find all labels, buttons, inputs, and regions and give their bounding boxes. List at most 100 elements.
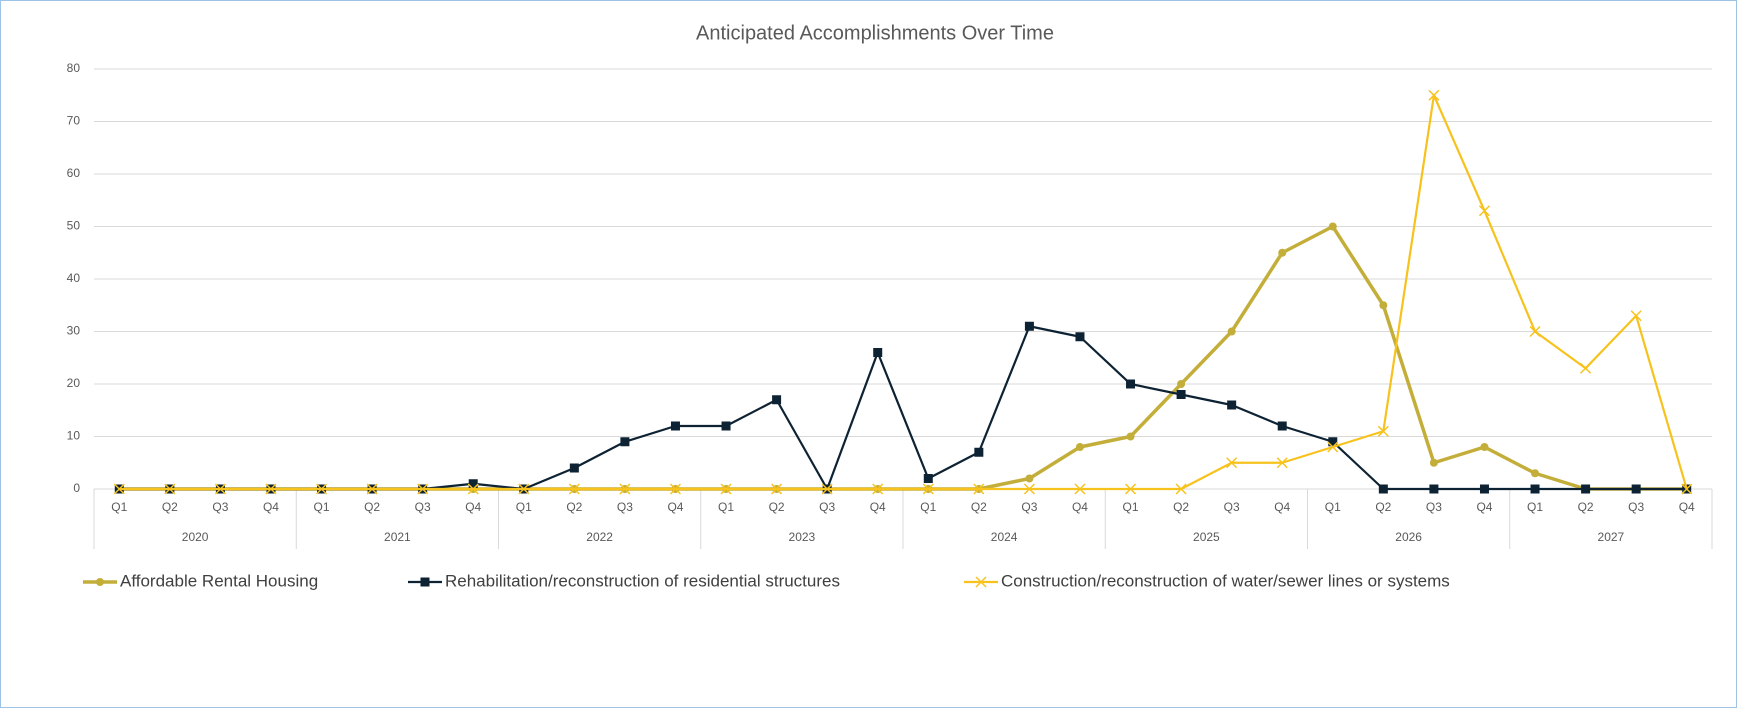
data-point (1631, 484, 1641, 494)
data-point (1428, 89, 1440, 101)
data-point (1479, 484, 1489, 494)
x-tick-label: Q4 (667, 500, 683, 514)
x-tick-label: Q2 (566, 500, 582, 514)
legend-item: Affordable Rental Housing (83, 571, 318, 590)
x-tick-label: Q3 (617, 500, 633, 514)
data-point (569, 463, 579, 473)
data-point (417, 483, 429, 495)
series (113, 89, 1693, 495)
legend-label: Rehabilitation/reconstruction of residen… (445, 571, 840, 590)
data-point (821, 483, 833, 495)
legend-marker (975, 576, 987, 588)
data-point (1328, 437, 1338, 447)
data-point (872, 483, 884, 495)
data-point (366, 483, 378, 495)
data-point (518, 483, 530, 495)
data-point (1075, 332, 1085, 342)
legend-item: Rehabilitation/reconstruction of residen… (408, 571, 840, 590)
chart-title: Anticipated Accomplishments Over Time (696, 22, 1054, 44)
x-tick-label: Q4 (1274, 500, 1290, 514)
data-point (1175, 483, 1187, 495)
data-point (619, 483, 631, 495)
y-tick-label: 0 (73, 481, 80, 495)
x-tick-label: Q4 (263, 500, 279, 514)
x-tick-label: Q2 (364, 500, 380, 514)
x-tick-label: Q2 (971, 500, 987, 514)
data-point (1278, 248, 1287, 257)
data-point (873, 348, 883, 357)
legend-marker (420, 577, 430, 587)
data-point (1124, 483, 1137, 495)
y-tick-label: 20 (67, 376, 81, 390)
data-point (1580, 362, 1592, 374)
y-tick-label: 80 (67, 61, 81, 75)
data-point (1378, 484, 1388, 494)
x-tick-label: Q3 (819, 500, 835, 514)
y-tick-label: 30 (67, 324, 81, 338)
data-point (113, 483, 125, 495)
x-group-label: 2024 (991, 530, 1018, 544)
data-point (568, 483, 580, 495)
x-group-label: 2026 (1395, 530, 1422, 544)
y-tick-label: 40 (67, 271, 81, 285)
x-group-label: 2020 (182, 530, 209, 544)
data-point (1023, 483, 1035, 495)
data-point (1277, 421, 1287, 431)
legend-item: Construction/reconstruction of water/sew… (964, 571, 1450, 590)
x-tick-label: Q3 (1628, 500, 1644, 514)
x-group-label: 2023 (789, 530, 816, 544)
data-point (1529, 325, 1541, 338)
x-tick-label: Q4 (1476, 500, 1492, 514)
data-point (1177, 380, 1186, 388)
data-point (923, 474, 933, 483)
x-tick-label: Q3 (1224, 500, 1240, 514)
data-point (1327, 441, 1339, 453)
data-point (1276, 457, 1288, 469)
y-tick-label: 50 (67, 219, 81, 233)
data-point (721, 421, 731, 431)
data-point (1126, 432, 1135, 441)
x-tick-label: Q2 (769, 500, 785, 514)
legend-marker (96, 578, 104, 586)
data-point (1226, 457, 1238, 469)
y-tick-label: 60 (67, 166, 81, 180)
data-point (1227, 327, 1236, 336)
data-point (1531, 469, 1540, 478)
data-point (1126, 379, 1136, 389)
data-point (670, 421, 680, 431)
data-point (1480, 443, 1489, 451)
data-point (1581, 484, 1591, 494)
data-point (620, 437, 630, 447)
y-tick-label: 70 (67, 114, 81, 128)
x-tick-label: Q4 (1072, 500, 1088, 514)
data-point (164, 483, 176, 495)
data-point (1530, 484, 1540, 494)
legend-label: Construction/reconstruction of water/sew… (1001, 571, 1450, 590)
x-tick-label: Q3 (212, 500, 228, 514)
data-point (1074, 483, 1086, 495)
data-point (1630, 310, 1642, 322)
x-tick-label: Q1 (1123, 500, 1139, 514)
data-point (720, 483, 732, 495)
data-point (1227, 400, 1237, 410)
x-tick-label: Q2 (1375, 500, 1391, 514)
data-point (973, 483, 985, 495)
x-tick-label: Q1 (516, 500, 532, 514)
data-point (1075, 443, 1084, 451)
data-point (468, 479, 478, 489)
data-point (1025, 474, 1034, 483)
x-group-label: 2022 (586, 530, 613, 544)
data-point (265, 483, 277, 495)
x-group-label: 2021 (384, 530, 411, 544)
data-point (1377, 425, 1389, 437)
data-point (1681, 483, 1693, 495)
data-point (467, 483, 479, 495)
data-point (1379, 301, 1388, 310)
data-point (772, 395, 782, 405)
y-tick-label: 10 (67, 429, 81, 443)
data-point (1429, 484, 1439, 494)
x-tick-label: Q2 (162, 500, 178, 514)
x-tick-label: Q2 (1578, 500, 1594, 514)
